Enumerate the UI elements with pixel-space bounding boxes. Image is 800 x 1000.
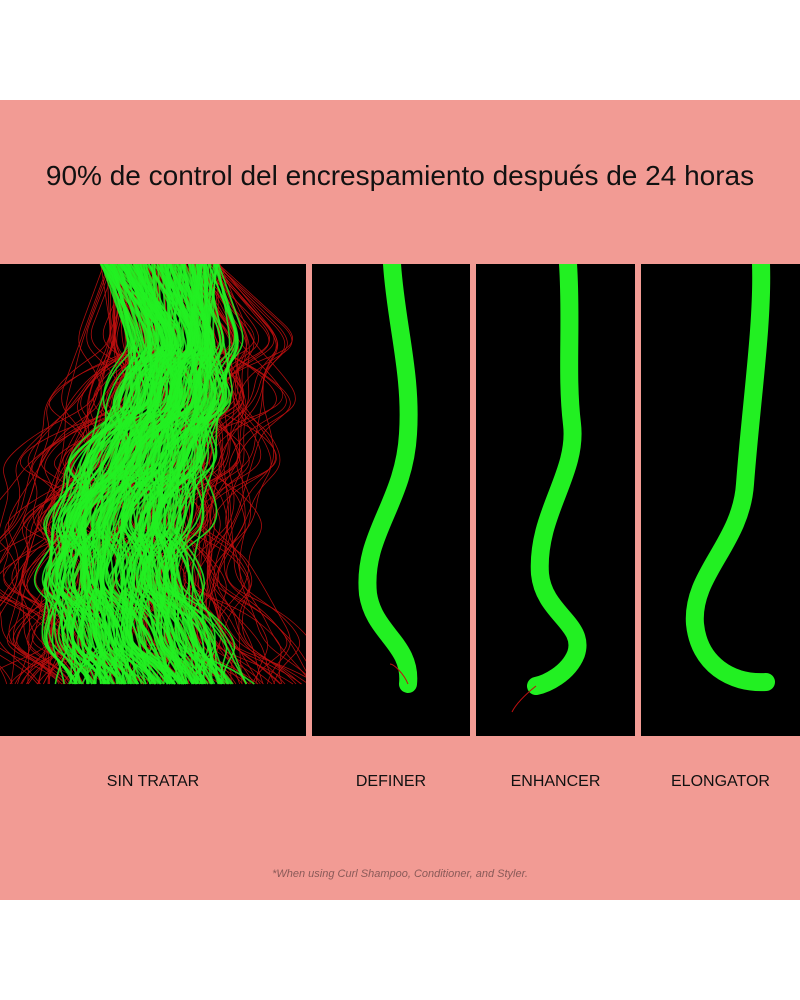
hair-strand bbox=[41, 264, 147, 685]
hair-strand bbox=[166, 264, 229, 685]
frizz-strand bbox=[218, 264, 279, 685]
frizz-strand bbox=[0, 264, 111, 685]
frizz-strand bbox=[201, 264, 293, 685]
frizz-strand bbox=[0, 264, 116, 685]
frizz-strand bbox=[0, 264, 111, 670]
label-enhancer: ENHANCER bbox=[510, 773, 601, 790]
hair-strand bbox=[164, 264, 205, 685]
hair-strand bbox=[155, 264, 202, 685]
hair-strand bbox=[43, 264, 152, 685]
label-definer: DEFINER bbox=[355, 773, 427, 790]
panel-definer bbox=[312, 264, 470, 736]
elongator-hair-image bbox=[685, 264, 775, 692]
frizz-strand bbox=[181, 264, 255, 685]
label-sin-tratar: SIN TRATAR bbox=[106, 773, 200, 790]
frizz-strand bbox=[6, 264, 142, 685]
hair-strand bbox=[163, 264, 232, 685]
hair-strand bbox=[122, 264, 200, 685]
hair-strand bbox=[70, 264, 164, 685]
hair-strand bbox=[167, 264, 239, 685]
panel-elongator bbox=[641, 264, 800, 736]
enhancer-hair-image bbox=[511, 264, 587, 713]
hair-strand bbox=[71, 264, 167, 685]
panel-sin-tratar bbox=[0, 264, 306, 736]
panel-enhancer bbox=[476, 264, 635, 736]
hair-strand bbox=[51, 264, 178, 685]
frizz-strand bbox=[174, 264, 276, 685]
hair-strand bbox=[67, 264, 150, 685]
hair-strand bbox=[100, 264, 177, 685]
frizz-strand bbox=[0, 264, 105, 685]
untreated-hair-image bbox=[0, 264, 306, 685]
hair-strand bbox=[155, 264, 228, 685]
hair-strand bbox=[156, 264, 230, 685]
hair-strand bbox=[90, 264, 179, 685]
hair-strand bbox=[106, 264, 205, 685]
frizz-strand bbox=[183, 264, 283, 685]
hair-strand bbox=[60, 264, 136, 685]
hair-strand bbox=[112, 264, 182, 685]
footnote: *When using Curl Shampoo, Conditioner, a… bbox=[272, 868, 528, 880]
hair-strand bbox=[33, 264, 138, 685]
hair-strand bbox=[122, 264, 199, 685]
frizz-strand bbox=[8, 264, 131, 685]
hair-strand bbox=[48, 264, 169, 685]
headline: 90% de control del encrespamiento despué… bbox=[45, 160, 755, 191]
definer-hair-image bbox=[358, 264, 418, 693]
label-elongator: ELONGATOR bbox=[671, 773, 770, 790]
hair-strand bbox=[80, 264, 154, 685]
hair-strand bbox=[154, 264, 204, 685]
frizz-strand bbox=[0, 264, 111, 529]
